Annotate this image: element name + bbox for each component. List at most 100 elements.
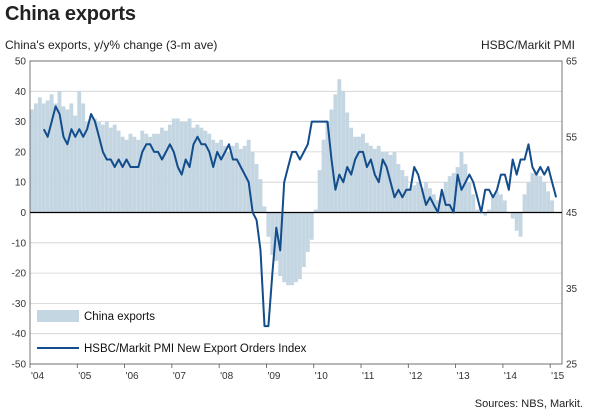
export-bar	[412, 185, 417, 213]
export-bar	[108, 127, 113, 213]
export-bar	[171, 118, 176, 213]
export-bar	[73, 115, 78, 213]
export-bar	[408, 188, 413, 213]
export-bar	[163, 130, 168, 213]
legend: China exports HSBC/Markit PMI New Export …	[37, 310, 307, 355]
export-bar	[317, 170, 322, 213]
chart-title: China exports	[5, 3, 136, 25]
export-bar	[199, 127, 204, 213]
export-bar	[81, 103, 86, 213]
source-note: Sources: NBS, Markit.	[474, 398, 583, 410]
export-bar	[69, 103, 74, 213]
export-bar	[424, 182, 428, 213]
right-tick-label: 45	[566, 208, 578, 219]
export-bar	[471, 194, 476, 213]
export-bar	[250, 151, 255, 213]
export-bar	[495, 191, 499, 213]
export-bar	[364, 142, 369, 213]
export-bar	[128, 133, 133, 213]
left-tick-label: -10	[12, 238, 27, 249]
legend-label-line: HSBC/Markit PMI New Export Orders Index	[84, 343, 307, 355]
export-bar	[89, 115, 93, 213]
export-bar	[65, 109, 70, 213]
pmi-line	[42, 105, 558, 328]
export-bar	[550, 200, 555, 213]
x-tick-label: '14	[504, 371, 517, 382]
export-bar	[542, 182, 547, 213]
export-bar	[392, 151, 397, 213]
export-bar	[124, 139, 129, 213]
export-bar	[45, 100, 50, 213]
right-tick-label: 65	[566, 57, 578, 68]
export-bar	[234, 142, 239, 213]
export-bar	[368, 145, 373, 213]
export-bar	[498, 194, 503, 213]
export-bar	[85, 121, 90, 213]
export-bar	[534, 173, 539, 213]
legend-swatch-bars	[37, 310, 79, 322]
export-bar	[290, 212, 294, 286]
export-bar	[439, 194, 444, 213]
export-bar	[372, 148, 377, 213]
export-bar	[100, 124, 105, 213]
export-bar	[337, 79, 342, 213]
right-tick-label: 25	[566, 360, 578, 371]
export-bar	[57, 91, 62, 213]
export-bar	[353, 136, 358, 213]
export-bar	[207, 133, 212, 213]
export-bar	[463, 164, 468, 213]
x-tick-label: '15	[551, 371, 564, 382]
export-bar	[282, 212, 287, 283]
left-tick-label: 40	[15, 87, 27, 98]
export-bar	[428, 188, 432, 213]
export-bar	[246, 139, 251, 213]
export-bar	[361, 133, 365, 213]
export-bar	[286, 212, 291, 286]
left-tick-label: 50	[15, 57, 27, 68]
export-bar	[475, 209, 480, 213]
export-bar	[93, 118, 97, 213]
x-tick-label: '09	[267, 371, 280, 382]
export-bar	[30, 109, 34, 213]
export-bar	[230, 145, 235, 213]
export-bar	[33, 103, 38, 213]
export-bar	[211, 139, 216, 213]
export-bar	[518, 212, 523, 237]
export-bar	[179, 121, 184, 213]
export-bar	[183, 121, 188, 213]
export-bar	[396, 164, 401, 213]
legend-label-bars: China exports	[84, 311, 155, 323]
right-axis-label: HSBC/Markit PMI	[480, 38, 575, 52]
export-bar	[266, 212, 271, 237]
line-series-layer	[42, 105, 558, 328]
export-bar	[483, 212, 488, 216]
left-axis-label: China's exports, y/y% change (3-m ave)	[5, 38, 218, 52]
export-bar	[538, 176, 543, 213]
export-bar	[321, 139, 326, 213]
export-bar	[325, 121, 330, 213]
export-bar	[455, 167, 460, 213]
export-bar	[262, 206, 267, 213]
left-tick-label: 10	[15, 178, 27, 189]
export-bar	[357, 136, 361, 213]
export-bar	[447, 176, 452, 213]
export-bar	[254, 164, 259, 213]
export-bar	[526, 182, 531, 213]
export-bar	[203, 130, 208, 213]
export-bar	[37, 97, 42, 213]
export-bar	[238, 148, 243, 213]
export-bar	[160, 127, 164, 213]
export-bar	[345, 112, 350, 213]
left-tick-label: 30	[15, 117, 27, 128]
x-tick-label: '07	[173, 371, 186, 382]
export-bar	[451, 173, 456, 213]
left-tick-label: 20	[15, 147, 27, 158]
export-bar	[223, 145, 227, 213]
export-bar	[546, 191, 551, 213]
export-bar	[435, 200, 440, 213]
export-bar	[270, 212, 275, 255]
export-bar	[152, 133, 157, 213]
export-bar	[116, 130, 121, 213]
export-bar	[333, 94, 338, 213]
